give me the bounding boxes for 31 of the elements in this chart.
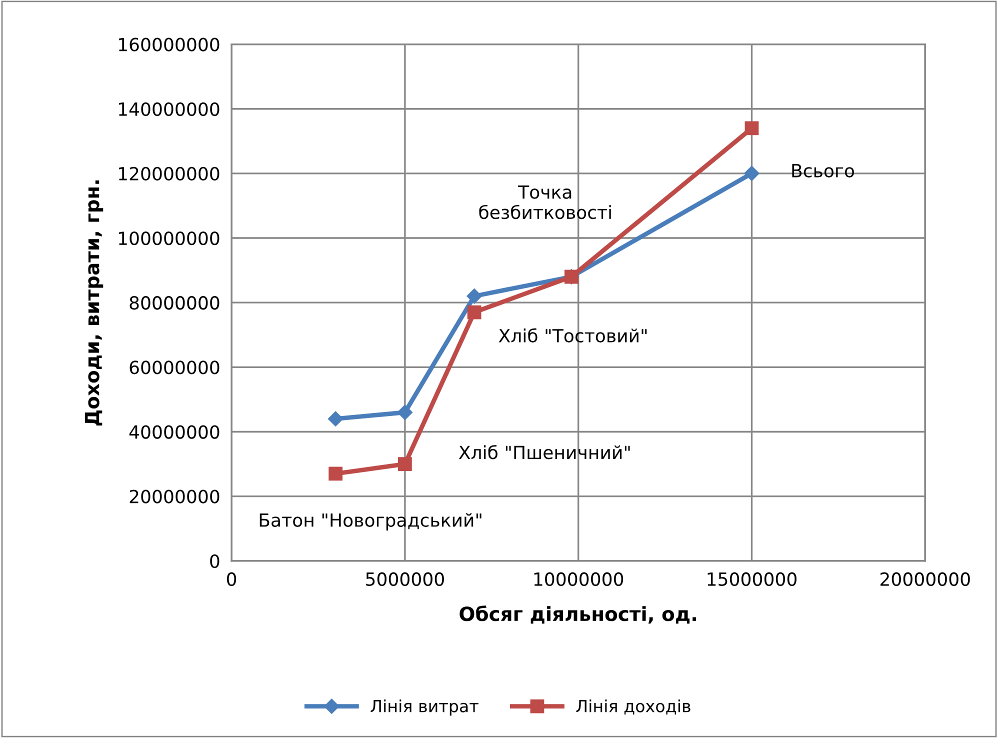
y-tick-label: 0 <box>210 554 220 568</box>
point <box>466 288 482 304</box>
point <box>328 466 343 481</box>
y-tick-label: 20000000 <box>130 490 220 504</box>
y-tick-label: 100000000 <box>119 231 220 246</box>
annotation: Батон "Новоградський" <box>260 513 482 530</box>
point <box>398 457 412 471</box>
y-tick-label: 160000000 <box>119 38 220 52</box>
y-tick-label: 140000000 <box>119 102 220 116</box>
annotation: Точка безбитковості <box>479 185 611 220</box>
annotation: Хліб "Тостовий" <box>498 328 647 343</box>
x-tick-label: 15000000 <box>708 572 796 586</box>
y-axis-title: Доходи, витрати, грн. <box>84 180 104 426</box>
point <box>744 166 760 181</box>
y-tick-label: 40000000 <box>129 425 220 439</box>
legend-label: Лінія витрат <box>370 699 478 716</box>
x-tick-label: 5000000 <box>366 572 444 586</box>
annotation: Всього <box>792 164 854 178</box>
point <box>328 411 344 426</box>
point <box>467 305 482 320</box>
y-tick-label: 80000000 <box>130 296 220 310</box>
point <box>397 404 413 420</box>
annotation: Хліб "Пшеничний" <box>458 444 630 460</box>
y-tick-label: 60000000 <box>130 360 220 374</box>
x-tick-label: 0 <box>226 572 236 586</box>
y-tick-label: 120000000 <box>119 166 220 181</box>
point <box>744 121 759 136</box>
x-tick-label: 10000000 <box>534 572 624 586</box>
legend-label: Лінія доходів <box>576 699 690 714</box>
x-axis-title: Обсяг діяльності, од. <box>460 605 696 624</box>
x-tick-label: 20000000 <box>880 572 970 586</box>
